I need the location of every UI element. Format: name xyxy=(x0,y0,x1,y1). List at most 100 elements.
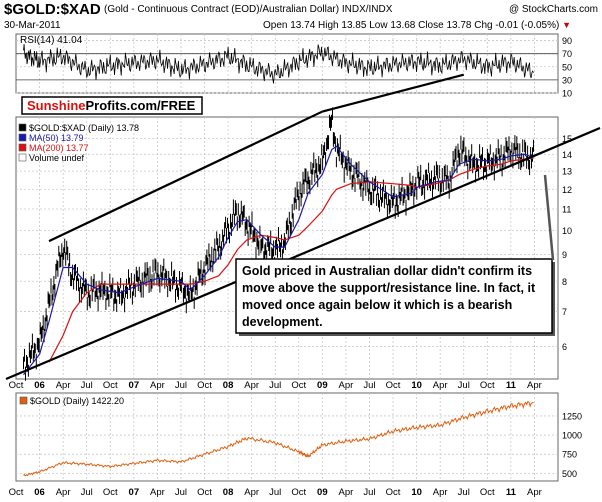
legend-entry: $GOLD:$XAD (Daily) 13.78 xyxy=(29,123,139,133)
ohlc-text: Open 13.74 High 13.85 Low 13.68 Close 13… xyxy=(263,20,560,31)
gold-tick-label: 750 xyxy=(562,450,577,460)
x-tick-label: Jul xyxy=(175,487,187,498)
x-tick-label: Oct xyxy=(9,487,24,498)
x-tick-label: Oct xyxy=(9,380,24,391)
change-down-icon: ▼ xyxy=(562,20,572,30)
support-resistance-line xyxy=(5,126,601,381)
x-tick-label: Oct xyxy=(197,487,212,498)
sunshine-black-part: Profits.com/FREE xyxy=(86,98,196,113)
x-tick-label: Apr xyxy=(527,487,542,498)
sunshine-text: SunshineProfits.com/FREE xyxy=(27,98,196,113)
x-tick-label: 10 xyxy=(411,487,422,498)
x-tick-label: 09 xyxy=(317,487,328,498)
gold-tick-label: 1000 xyxy=(562,431,582,441)
upper-channel-extension xyxy=(322,73,465,113)
legend-entry: MA(200) 13.77 xyxy=(29,143,89,153)
price-tick-label: 7 xyxy=(562,307,567,317)
x-tick-label: Apr xyxy=(433,487,448,498)
price-tick-label: 13 xyxy=(562,167,572,177)
x-tick-label: Oct xyxy=(386,487,401,498)
legend-swatch xyxy=(18,123,27,132)
x-tick-label: Apr xyxy=(244,380,259,391)
price-bars xyxy=(23,107,534,381)
x-tick-label: Apr xyxy=(56,487,71,498)
gold-legend-swatch xyxy=(19,396,28,405)
x-tick-label: Jul xyxy=(458,380,470,391)
price-tick-label: 12 xyxy=(562,185,572,195)
x-tick-label: Jul xyxy=(269,487,281,498)
x-tick-label: Apr xyxy=(527,380,542,391)
brand-watermark: @ StockCharts.com xyxy=(508,4,598,15)
chart-date: 30-Mar-2011 xyxy=(4,20,61,31)
legend-entry: MA(50) 13.79 xyxy=(29,133,84,143)
legend-swatch xyxy=(18,153,27,162)
x-tick-label: 11 xyxy=(506,487,517,498)
legend-swatch xyxy=(18,133,27,142)
annotation-arrow xyxy=(543,174,555,261)
annotation-line: moved once again below it which is a bea… xyxy=(242,298,512,312)
price-tick-label: 10 xyxy=(562,226,572,236)
x-tick-label: Jul xyxy=(175,380,187,391)
rsi-tick-label: 90 xyxy=(562,36,572,46)
ma200-line xyxy=(48,157,534,363)
x-tick-label: Jul xyxy=(269,380,281,391)
x-tick-label: Oct xyxy=(480,380,495,391)
rsi-legend: RSI(14) 41.04 xyxy=(20,35,83,46)
x-tick-label: 07 xyxy=(129,380,140,391)
legend-swatch xyxy=(18,143,27,152)
x-tick-label: Apr xyxy=(150,487,165,498)
sunshine-banner: SunshineProfits.com/FREE xyxy=(21,96,203,115)
rsi-tick-label: 70 xyxy=(562,49,572,59)
upper-channel-line xyxy=(48,110,323,243)
price-tick-label: 8 xyxy=(562,277,567,287)
ma50-line xyxy=(23,145,534,376)
x-tick-label: Apr xyxy=(339,380,354,391)
sunshine-red-part: Sunshine xyxy=(27,98,86,113)
x-tick-label: Oct xyxy=(103,487,118,498)
x-tick-label: 08 xyxy=(223,380,234,391)
x-tick-label: 11 xyxy=(506,380,517,391)
x-tick-label: Oct xyxy=(291,487,306,498)
x-tick-label: Oct xyxy=(103,380,118,391)
price-tick-label: 9 xyxy=(562,250,567,260)
x-tick-label: Apr xyxy=(339,487,354,498)
x-tick-label: Oct xyxy=(197,380,212,391)
x-tick-label: 07 xyxy=(129,487,140,498)
legend-entry: Volume undef xyxy=(29,153,85,163)
annotation-line: development. xyxy=(242,315,323,329)
x-tick-label: 08 xyxy=(223,487,234,498)
x-tick-label: Apr xyxy=(433,380,448,391)
x-tick-label: Oct xyxy=(291,380,306,391)
price-tick-label: 15 xyxy=(562,134,572,144)
rsi-line xyxy=(23,44,534,84)
x-tick-label: Jul xyxy=(458,487,470,498)
x-tick-label: Oct xyxy=(480,487,495,498)
x-tick-label: Apr xyxy=(150,380,165,391)
x-tick-label: 06 xyxy=(34,380,45,391)
x-tick-label: Jul xyxy=(81,380,93,391)
annotation-line: move above the support/resistance line. … xyxy=(242,281,536,295)
price-tick-label: 14 xyxy=(562,150,572,160)
price-tick-label: 6 xyxy=(562,342,567,352)
x-tick-label: Jul xyxy=(363,487,375,498)
ohlc-readout: Open 13.74 High 13.85 Low 13.68 Close 13… xyxy=(263,20,571,31)
annotation-box: Gold priced in Australian dollar didn't … xyxy=(235,258,555,336)
x-tick-label: Apr xyxy=(56,380,71,391)
rsi-tick-label: 30 xyxy=(562,75,572,85)
annotation-line: Gold priced in Australian dollar didn't … xyxy=(242,264,532,278)
x-tick-label: 09 xyxy=(317,380,328,391)
x-tick-label: Oct xyxy=(386,380,401,391)
price-tick-label: 11 xyxy=(562,204,571,214)
x-tick-label: 06 xyxy=(34,487,45,498)
x-tick-label: Jul xyxy=(363,380,375,391)
sunshine-box xyxy=(21,96,203,115)
gold-tick-label: 500 xyxy=(562,469,577,479)
gold-tick-label: 1250 xyxy=(562,411,582,421)
panel-frame-gold xyxy=(15,392,559,482)
gold-line xyxy=(23,400,534,477)
rsi-tick-label: 10 xyxy=(562,89,572,99)
gold-legend: $GOLD (Daily) 1422.20 xyxy=(30,396,124,406)
chart-description: (Gold - Continuous Contract (EOD)/Austra… xyxy=(104,4,393,15)
